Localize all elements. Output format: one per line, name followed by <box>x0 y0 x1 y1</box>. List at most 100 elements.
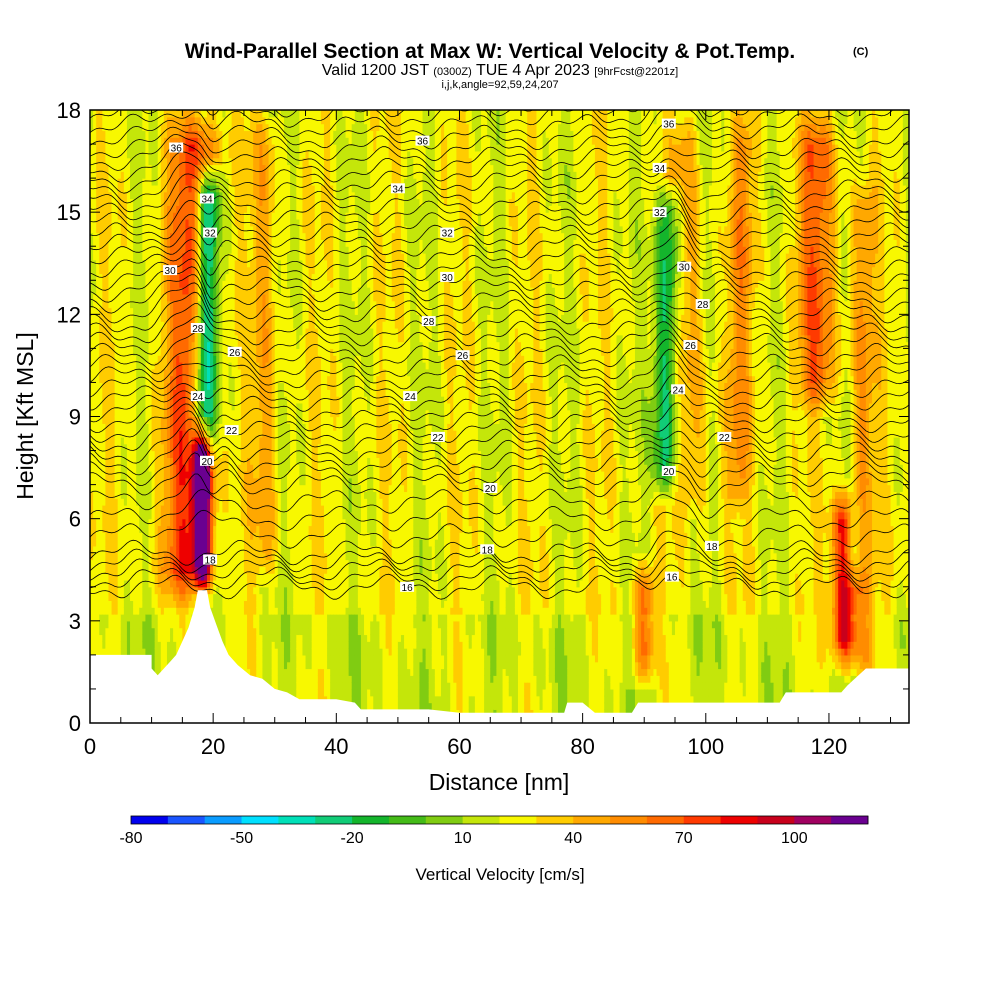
velocity-cell <box>136 559 140 567</box>
velocity-cell <box>99 457 103 465</box>
velocity-cell <box>139 423 143 431</box>
velocity-cell <box>114 198 119 206</box>
velocity-cell <box>99 641 103 649</box>
velocity-cell <box>120 593 125 601</box>
velocity-cell <box>136 579 140 588</box>
velocity-cell <box>133 273 137 281</box>
velocity-cell <box>126 144 131 152</box>
velocity-cell <box>133 614 137 622</box>
velocity-cell <box>93 314 97 322</box>
velocity-cell <box>139 607 143 615</box>
velocity-cell <box>99 287 103 295</box>
velocity-cell <box>114 137 119 145</box>
velocity-cell <box>108 273 113 281</box>
velocity-cell <box>105 314 110 322</box>
velocity-cell <box>93 416 97 424</box>
velocity-cell <box>93 511 97 520</box>
velocity-cell <box>114 505 119 513</box>
velocity-cell <box>99 307 103 315</box>
velocity-cell <box>130 150 134 159</box>
velocity-cell <box>93 130 97 138</box>
velocity-cell <box>111 218 116 227</box>
velocity-cell <box>133 634 137 642</box>
velocity-cell <box>117 171 122 179</box>
velocity-cell <box>130 253 134 261</box>
velocity-cell <box>126 184 131 193</box>
velocity-cell <box>123 396 128 404</box>
velocity-cell <box>93 164 97 172</box>
velocity-cell <box>145 157 150 166</box>
velocity-cell <box>145 266 150 275</box>
velocity-cell <box>93 273 97 281</box>
velocity-cell <box>108 232 113 241</box>
velocity-cell <box>99 362 103 370</box>
velocity-cell <box>133 225 137 234</box>
velocity-cell <box>108 648 113 656</box>
velocity-cell <box>111 484 116 493</box>
velocity-cell <box>130 205 134 213</box>
velocity-cell <box>145 253 150 261</box>
velocity-cell <box>105 505 110 513</box>
velocity-cell <box>126 225 131 234</box>
velocity-cell <box>96 307 100 315</box>
velocity-cell <box>105 634 110 642</box>
velocity-cell <box>93 430 97 438</box>
velocity-cell <box>123 137 128 145</box>
velocity-cell <box>133 130 137 138</box>
velocity-cell <box>99 525 103 533</box>
velocity-cell <box>123 144 128 152</box>
velocity-cell <box>145 525 150 533</box>
velocity-cell <box>117 484 122 493</box>
velocity-cell <box>93 518 97 527</box>
grid-info: i,j,k,angle=92,59,24,207 <box>441 79 558 91</box>
velocity-cell <box>120 355 125 363</box>
velocity-cell <box>126 573 131 581</box>
velocity-cell <box>142 627 147 636</box>
velocity-cell <box>145 178 150 186</box>
velocity-cell <box>123 389 128 397</box>
velocity-cell <box>93 566 97 574</box>
velocity-cell <box>117 396 122 404</box>
velocity-cell <box>126 205 131 213</box>
velocity-cell <box>111 600 116 608</box>
velocity-cell <box>139 579 143 588</box>
velocity-cell <box>117 648 122 656</box>
velocity-cell <box>142 620 147 629</box>
velocity-cell <box>105 464 110 472</box>
velocity-cell <box>96 498 100 506</box>
velocity-cell <box>108 607 113 615</box>
velocity-cell <box>90 171 94 179</box>
velocity-cell <box>93 539 97 547</box>
velocity-cell <box>93 239 97 247</box>
velocity-cell <box>111 164 116 172</box>
velocity-cell <box>142 232 147 241</box>
velocity-cell <box>133 246 137 254</box>
velocity-cell <box>117 375 122 384</box>
velocity-cell <box>136 464 140 472</box>
velocity-cell <box>114 627 119 636</box>
velocity-cell <box>114 648 119 656</box>
velocity-cell <box>114 593 119 601</box>
velocity-cell <box>99 198 103 206</box>
velocity-cell <box>130 450 134 458</box>
velocity-cell <box>123 246 128 254</box>
velocity-cell <box>111 348 116 356</box>
velocity-cell <box>145 491 150 499</box>
velocity-cell <box>114 518 119 527</box>
velocity-cell <box>111 225 116 234</box>
velocity-cell <box>96 607 100 615</box>
velocity-cell <box>102 614 106 622</box>
velocity-cell <box>136 539 140 547</box>
velocity-cell <box>117 600 122 608</box>
velocity-cell <box>120 150 125 159</box>
velocity-cell <box>145 505 150 513</box>
velocity-cell <box>108 627 113 636</box>
velocity-cell <box>96 389 100 397</box>
velocity-cell <box>145 470 150 479</box>
velocity-cell <box>117 246 122 254</box>
velocity-cell <box>105 246 110 254</box>
velocity-cell <box>99 498 103 506</box>
velocity-cell <box>111 457 116 465</box>
velocity-cell <box>117 300 122 309</box>
velocity-cell <box>139 334 143 343</box>
